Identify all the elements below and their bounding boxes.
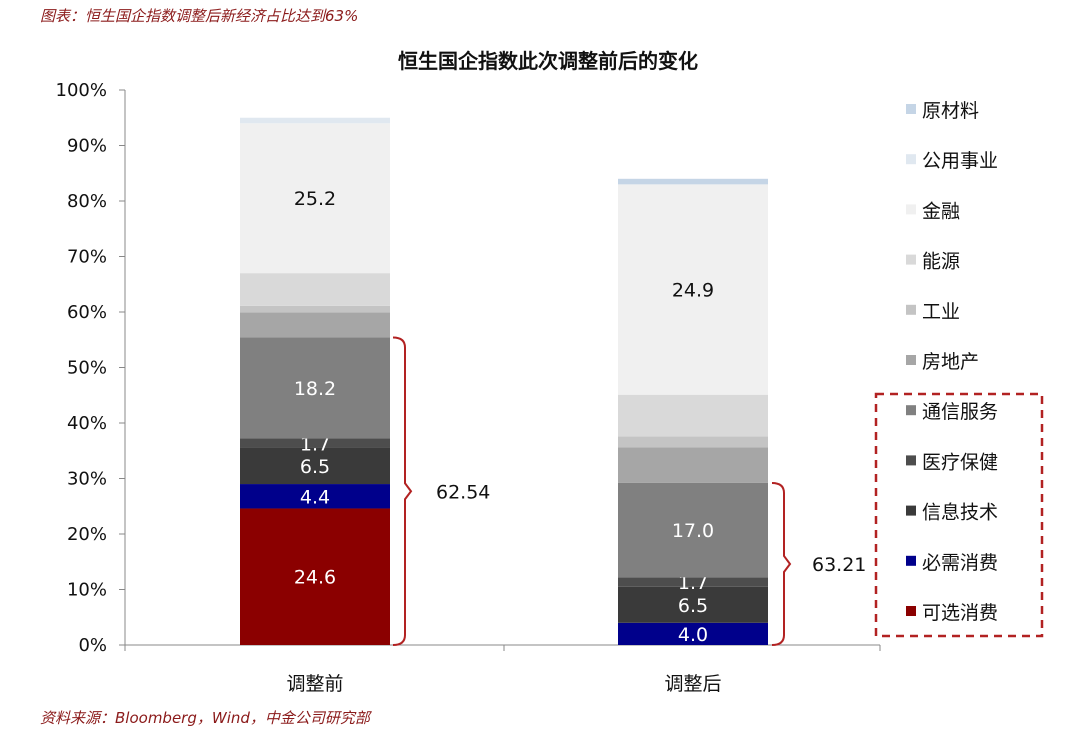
y-tick-label: 90% [67,136,107,157]
y-tick-label: 20% [67,524,107,545]
legend-item: 医疗保健 [922,451,998,473]
legend-swatch [906,555,916,566]
legend-item: 能源 [922,251,960,273]
legend-swatch [906,254,916,265]
data-label: 6.5 [300,456,330,478]
bar-segment [240,273,390,306]
data-label: 1.7 [300,433,330,455]
new-economy-legend-box [874,392,1044,638]
legend-swatch [906,455,916,466]
legend-item: 公用事业 [922,150,998,172]
y-tick-label: 10% [67,580,107,601]
bar-segment [240,337,390,439]
legend-swatch [906,505,916,516]
x-category-label: 调整前 [286,673,343,695]
data-label: 24.6 [294,567,336,589]
legend-swatch [906,154,916,165]
legend-swatch [906,405,916,416]
data-label: 25.2 [294,188,336,210]
new-economy-bracket [771,481,792,646]
legend-swatch [906,606,916,616]
legend-swatch [906,104,916,114]
bar-segment [240,508,390,645]
bar-segment [240,438,390,448]
legend-item: 金融 [922,200,960,222]
bar-segment [618,184,768,395]
y-tick-label: 70% [67,247,107,268]
data-label: 4.4 [300,486,330,508]
legend-item: 房地产 [922,351,979,373]
legend-swatch [906,204,916,215]
new-economy-total: 62.54 [436,481,490,503]
bar-segment [618,447,768,483]
bar-segment [240,305,390,313]
bar-segment [618,394,768,437]
data-label: 1.7 [678,572,708,594]
source-note: 资料来源：Bloomberg，Wind，中金公司研究部 [40,709,370,727]
legend-item: 工业 [922,301,960,323]
legend-swatch [906,304,916,315]
legend-swatch [906,355,916,365]
figure-caption: 图表：恒生国企指数调整后新经济占比达到63% [40,7,359,25]
chart-title: 恒生国企指数此次调整前后的变化 [398,49,698,73]
new-economy-bracket [392,336,413,646]
data-label: 4.0 [678,624,708,646]
bar-segment [618,178,768,185]
bar-segment [240,484,390,509]
bar-segment [240,123,390,274]
y-tick-label: 60% [67,302,107,323]
y-tick-label: 40% [67,413,107,434]
bar-segment [240,117,390,124]
bar-segment [618,622,768,645]
legend-item: 信息技术 [922,502,998,524]
legend-item: 必需消费 [922,552,998,574]
legend-item: 原材料 [922,100,979,122]
bar-segment [618,482,768,578]
y-tick-label: 80% [67,191,107,212]
bar-segment [618,436,768,448]
legend-item: 可选消费 [922,602,998,624]
bar-segment [618,586,768,623]
y-tick-label: 0% [78,635,107,656]
data-label: 17.0 [672,520,714,542]
y-tick-label: 30% [67,469,107,490]
new-economy-total: 63.21 [812,554,866,576]
legend-item: 通信服务 [922,401,998,423]
y-tick-label: 50% [67,358,107,379]
x-category-label: 调整后 [664,673,721,695]
bar-segment [618,577,768,587]
data-label: 6.5 [678,595,708,617]
data-label: 24.9 [672,280,714,302]
bar-segment [240,447,390,485]
data-label: 18.2 [294,378,336,400]
bar-segment [240,312,390,338]
y-tick-label: 100% [56,80,107,101]
